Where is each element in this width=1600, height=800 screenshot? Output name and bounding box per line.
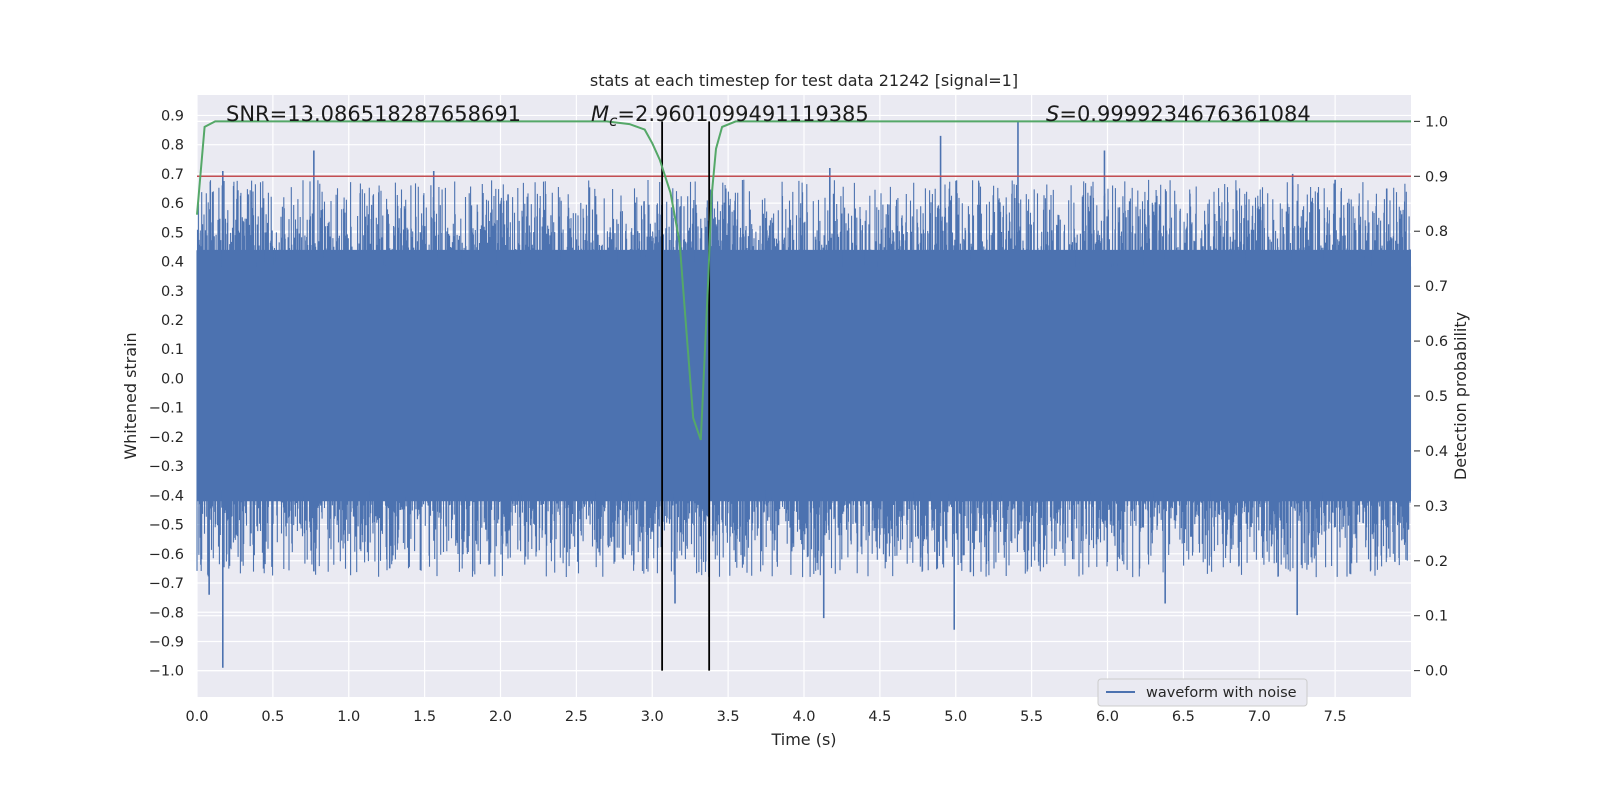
y-tick-label: 0.6 bbox=[161, 196, 184, 212]
legend-label-waveform: waveform with noise bbox=[1146, 685, 1297, 701]
x-tick-label: 7.0 bbox=[1248, 709, 1271, 725]
y2-tick-label: 0.3 bbox=[1425, 499, 1448, 515]
x-tick-label: 4.5 bbox=[868, 709, 891, 725]
y2-tick-label: 0.5 bbox=[1425, 389, 1448, 405]
waveform-series bbox=[196, 179, 1412, 578]
y2-axis-label: Detection probability bbox=[1451, 312, 1470, 480]
chirp-mass-annotation: Mc=2.9601099491119385 bbox=[591, 102, 869, 130]
x-tick-label: 3.0 bbox=[641, 709, 664, 725]
y-axis-ticks: 0.9 0.8 0.7 0.6 0.5 0.4 0.3 0.2 0.1 0.0 −0.1 −0.2 −0… bbox=[149, 108, 184, 679]
y2-tick-label: 0.1 bbox=[1425, 609, 1448, 625]
x-tick-label: 0.5 bbox=[261, 709, 284, 725]
y-tick-label: 0.9 bbox=[161, 108, 184, 124]
chirp-mass-value: =2.9601099491119385 bbox=[617, 102, 868, 126]
x-tick-label: 0.0 bbox=[185, 709, 208, 725]
y2-tick-label: 0.9 bbox=[1425, 169, 1448, 185]
x-tick-label: 4.0 bbox=[792, 709, 815, 725]
x-tick-label: 5.0 bbox=[944, 709, 967, 725]
y-tick-label: 0.3 bbox=[161, 284, 184, 300]
y-tick-label: −0.4 bbox=[149, 488, 184, 504]
x-tick-label: 3.5 bbox=[717, 709, 740, 725]
score-annotation: S=0.9999234676361084 bbox=[1046, 102, 1311, 126]
x-tick-label: 6.0 bbox=[1096, 709, 1119, 725]
x-tick-label: 7.5 bbox=[1324, 709, 1347, 725]
y2-axis-ticks: 1.0 0.9 0.8 0.7 0.6 0.5 0.4 0.3 0.2 0.1 0.0 bbox=[1414, 114, 1448, 680]
y-axis-label: Whitened strain bbox=[121, 332, 140, 459]
detection-probability-line bbox=[196, 120, 1411, 441]
y-tick-label: 0.8 bbox=[161, 138, 184, 154]
legend-box bbox=[1097, 678, 1308, 707]
y2-tick-label: 0.6 bbox=[1425, 334, 1448, 350]
x-tick-label: 6.5 bbox=[1172, 709, 1195, 725]
waveform-peak-spikes bbox=[208, 121, 1388, 668]
waveform-noise-spikes bbox=[196, 179, 1412, 578]
y-tick-label: −0.9 bbox=[149, 634, 184, 650]
x-tick-label: 2.5 bbox=[565, 709, 588, 725]
snr-annotation: SNR=13.086518287658691 bbox=[226, 102, 521, 126]
x-tick-label: 2.0 bbox=[489, 709, 512, 725]
score-value: =0.9999234676361084 bbox=[1059, 102, 1310, 126]
x-tick-label: 5.5 bbox=[1020, 709, 1043, 725]
y-tick-label: −0.2 bbox=[149, 430, 184, 446]
y-tick-label: 0.7 bbox=[161, 167, 184, 183]
y2-tick-label: 0.0 bbox=[1425, 664, 1448, 680]
y2-tick-label: 0.2 bbox=[1425, 554, 1448, 570]
y2-tick-label: 0.4 bbox=[1425, 444, 1448, 460]
y-tick-label: −0.1 bbox=[149, 401, 184, 417]
chart-title: stats at each timestep for test data 212… bbox=[590, 71, 1018, 90]
x-axis-ticks: 0.0 0.5 1.0 1.5 2.0 2.5 3.0 3.5 4.0 4.5 5.0 5.5 6.0 6… bbox=[185, 709, 1346, 725]
y-tick-label: 0.2 bbox=[161, 313, 184, 329]
x-axis-label: Time (s) bbox=[770, 730, 836, 749]
chirp-mass-subscript: c bbox=[609, 112, 618, 130]
y-tick-label: 0.0 bbox=[161, 371, 184, 387]
y-tick-label: −0.7 bbox=[149, 576, 184, 592]
y-tick-label: −0.5 bbox=[149, 518, 184, 534]
y-tick-label: −0.8 bbox=[149, 605, 184, 621]
x-tick-label: 1.5 bbox=[413, 709, 436, 725]
y2-tick-label: 1.0 bbox=[1425, 114, 1448, 130]
y-tick-label: 0.5 bbox=[161, 225, 184, 241]
y-tick-label: 0.1 bbox=[161, 342, 184, 358]
legend: waveform with noise bbox=[1097, 678, 1308, 707]
y-tick-label: −1.0 bbox=[149, 664, 184, 680]
y2-tick-label: 0.8 bbox=[1425, 224, 1448, 240]
x-tick-label: 1.0 bbox=[337, 709, 360, 725]
chirp-mass-symbol: M bbox=[591, 102, 609, 126]
y-tick-label: −0.3 bbox=[149, 459, 184, 475]
y-tick-label: 0.4 bbox=[161, 255, 184, 271]
y-tick-label: −0.6 bbox=[149, 547, 184, 563]
score-symbol: S bbox=[1046, 102, 1059, 126]
y2-tick-label: 0.7 bbox=[1425, 279, 1448, 295]
event-window-lines bbox=[661, 121, 711, 671]
